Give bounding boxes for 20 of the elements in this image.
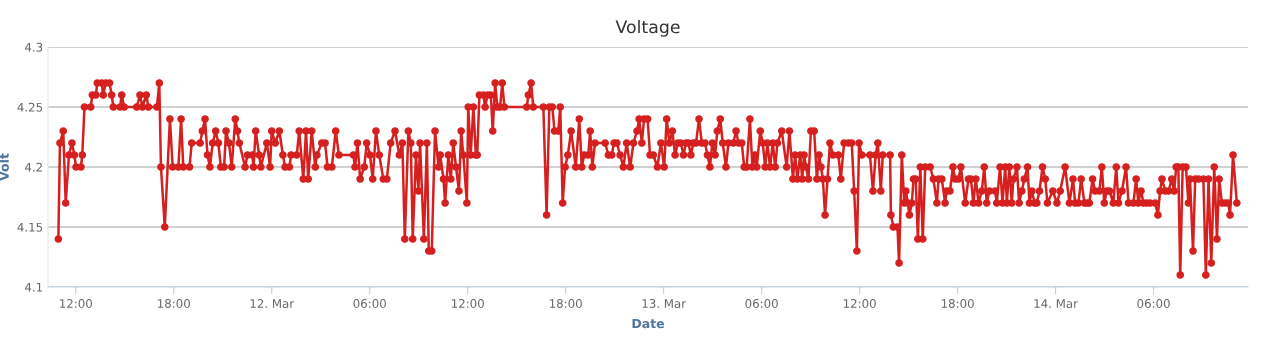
y-tick-label: 4.1: [24, 282, 43, 292]
x-tick-label: 12. Mar: [250, 299, 295, 308]
y-tick-label: 4.15: [17, 222, 43, 232]
y-tick-label: 4.25: [17, 102, 43, 112]
x-tick-label: 06:00: [353, 299, 386, 308]
x-tick-label: 18:00: [158, 299, 190, 308]
y-tick-label: 4.3: [24, 42, 43, 52]
y-tick-label: 4.2: [24, 162, 42, 172]
x-tick-label: 13. Mar: [642, 299, 687, 308]
x-axis-title: Date: [632, 318, 665, 329]
x-tick-label: 18:00: [549, 299, 582, 308]
x-tick-label: 14. Mar: [1034, 299, 1078, 308]
x-tick-label: 06:00: [745, 299, 778, 308]
x-tick-label: 12:00: [451, 299, 484, 308]
y-axis-title: Volt: [0, 153, 9, 181]
chart-title: Voltage: [615, 19, 680, 37]
x-tick-label: 12:00: [843, 299, 876, 308]
x-tick-label: 06:00: [1137, 299, 1170, 308]
x-tick-label: 12:00: [60, 299, 92, 308]
x-tick-label: 18:00: [941, 299, 974, 308]
